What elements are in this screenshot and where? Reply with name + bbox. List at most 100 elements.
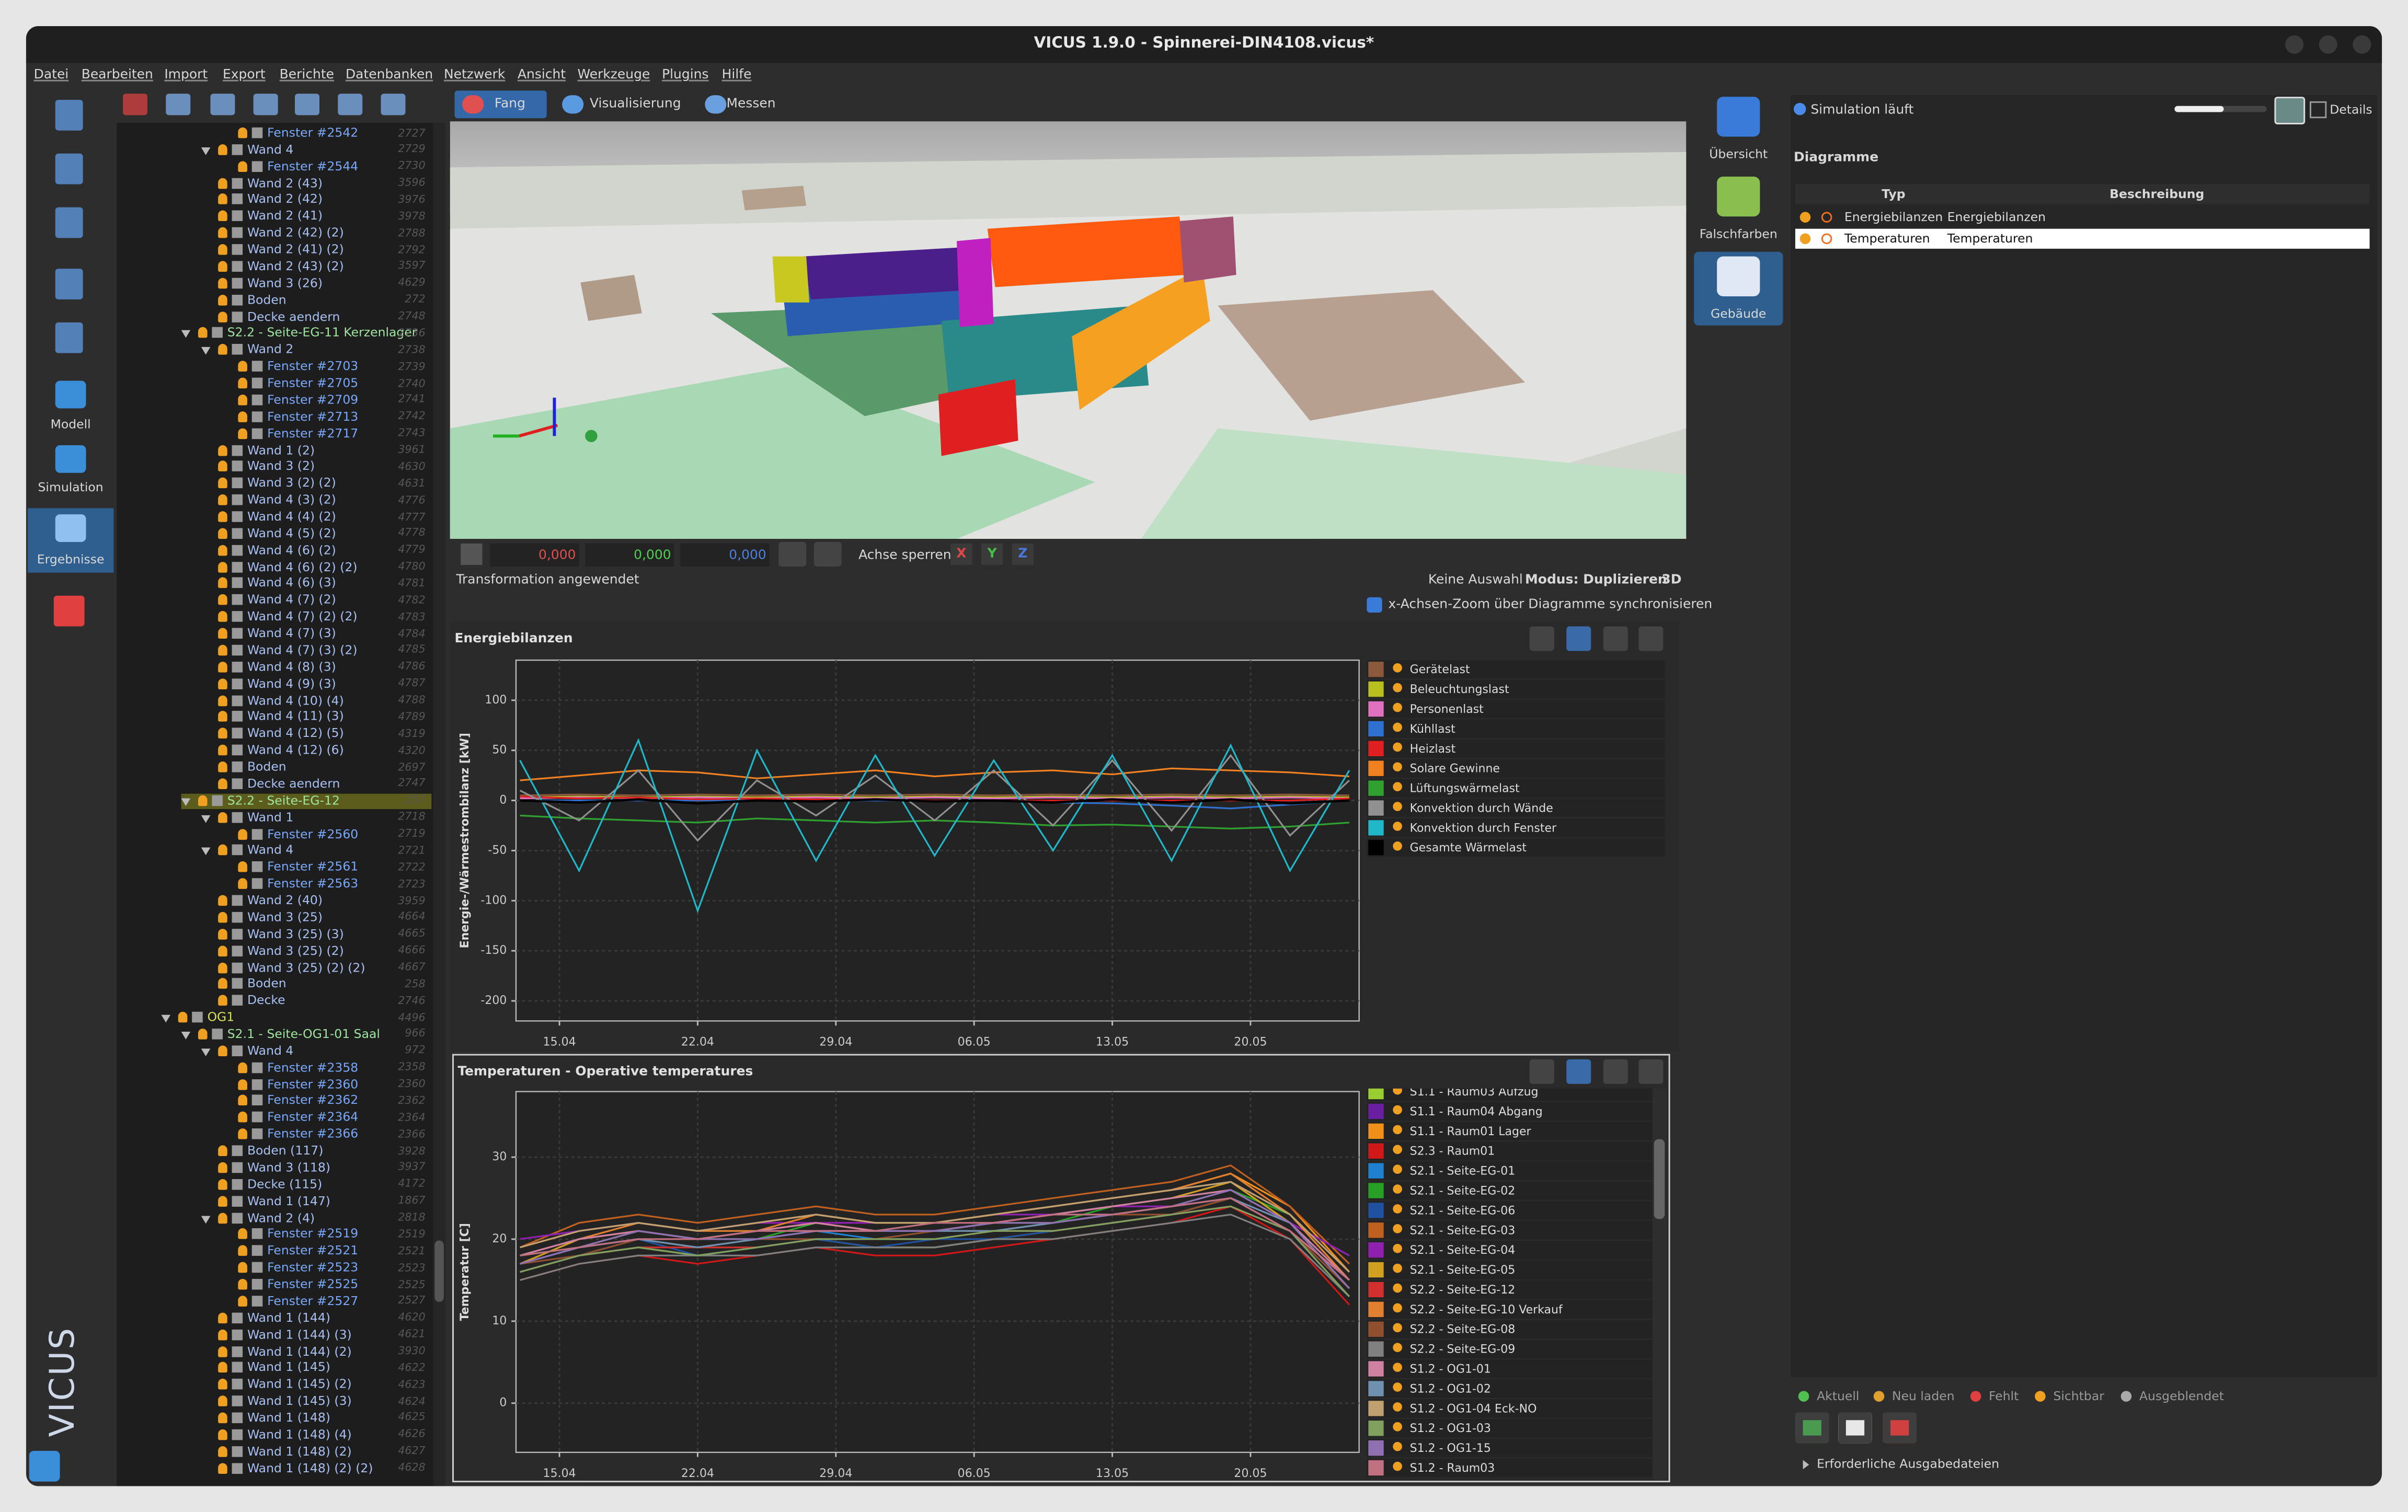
tree-checkbox[interactable] [232, 661, 243, 673]
tree-visibility[interactable] [218, 478, 227, 489]
tree-visibility[interactable] [218, 1345, 227, 1357]
tree-checkbox[interactable] [232, 1362, 243, 1374]
tree-visibility[interactable] [218, 845, 227, 856]
tree-checkbox[interactable] [232, 711, 243, 722]
tool-icon[interactable] [813, 541, 842, 567]
row-icon[interactable] [1799, 212, 1811, 223]
tree-label[interactable]: Wand 1 (145) (3) [247, 1394, 352, 1409]
tree-visibility[interactable] [218, 711, 227, 722]
outputs-label[interactable]: Erforderliche Ausgabedateien [1817, 1457, 2000, 1471]
tree-expander[interactable] [201, 1048, 211, 1056]
tree-label[interactable]: Fenster #2360 [267, 1077, 359, 1091]
table-cell[interactable]: Temperaturen [1844, 232, 1930, 246]
tree-visibility[interactable] [218, 962, 227, 973]
tree-visibility[interactable] [218, 294, 227, 305]
tree-visibility[interactable] [238, 1078, 247, 1090]
tree-visibility[interactable] [238, 1128, 247, 1140]
action-button[interactable] [1838, 1412, 1872, 1444]
tree-label[interactable]: Wand 2 (43) (2) [247, 259, 344, 273]
tree-label[interactable]: Wand 1 (144) (2) [247, 1344, 352, 1358]
menu-item[interactable]: Netzwerk [443, 67, 506, 83]
tree-visibility[interactable] [218, 227, 227, 238]
tree-label[interactable]: Wand 4 [247, 142, 294, 157]
tree-label[interactable]: Wand 4 (9) (3) [247, 676, 336, 691]
tree-visibility[interactable] [218, 1212, 227, 1223]
tree-label[interactable]: Wand 4 (12) (6) [247, 743, 344, 757]
tree-label[interactable]: Fenster #2561 [267, 860, 359, 874]
tree-visibility[interactable] [218, 628, 227, 639]
tree-label[interactable]: Wand 3 (2) (2) [247, 476, 336, 490]
tree-checkbox[interactable] [232, 1212, 243, 1223]
tree-checkbox[interactable] [232, 995, 243, 1006]
tree-checkbox[interactable] [251, 377, 263, 389]
tree-checkbox[interactable] [232, 144, 243, 155]
tree-checkbox[interactable] [232, 478, 243, 489]
tree-visibility[interactable] [218, 561, 227, 572]
tree-checkbox[interactable] [232, 194, 243, 205]
view-icon[interactable] [1717, 176, 1760, 217]
tree-checkbox[interactable] [232, 311, 243, 322]
tree-visibility[interactable] [238, 411, 247, 422]
tree-label[interactable]: Wand 4 (8) (3) [247, 660, 336, 674]
axis-lock-button[interactable] [950, 543, 972, 565]
tree-checkbox[interactable] [251, 878, 263, 890]
tree-label[interactable]: Boden [247, 760, 286, 774]
tree-label[interactable]: Decke [247, 994, 285, 1008]
coord-value[interactable]: 0,000 [538, 548, 576, 564]
tree-label[interactable]: Wand 3 (25) (2) [247, 943, 344, 957]
tree-label[interactable]: Fenster #2527 [267, 1294, 359, 1308]
sync-label[interactable]: x-Achsen-Zoom über Diagramme synchronisi… [1388, 597, 1713, 613]
tree-label[interactable]: Wand 4 (5) (2) [247, 526, 336, 540]
tree-visibility[interactable] [218, 1145, 227, 1157]
tree-visibility[interactable] [218, 1162, 227, 1173]
tree-label[interactable]: Wand 4 (11) (3) [247, 710, 344, 724]
tree-visibility[interactable] [218, 945, 227, 956]
tree-checkbox[interactable] [232, 528, 243, 539]
tree-checkbox[interactable] [232, 761, 243, 772]
tree-visibility[interactable] [238, 1245, 247, 1256]
tree-checkbox[interactable] [232, 778, 243, 789]
view-icon[interactable] [1717, 97, 1760, 137]
menu-item[interactable]: Plugins [662, 67, 709, 83]
menu-item[interactable]: Import [164, 67, 208, 83]
tree-label[interactable]: Wand 4 (6) (2) [247, 543, 336, 557]
action-button[interactable] [1883, 1412, 1917, 1444]
action-button[interactable] [1795, 1412, 1829, 1444]
window-button[interactable] [2285, 35, 2304, 54]
tree-checkbox[interactable] [251, 828, 263, 839]
tree-visibility[interactable] [218, 444, 227, 456]
tree-label[interactable]: Wand 1 (147) [247, 1194, 330, 1208]
tree-checkbox[interactable] [232, 1312, 243, 1323]
tree-label[interactable]: Wand 1 (148) (4) [247, 1427, 352, 1441]
coord-field[interactable] [680, 543, 770, 567]
outputs-expander[interactable] [1803, 1460, 1809, 1470]
tree-label[interactable]: S2.2 - Seite-EG-11 Kerzenlager [227, 326, 417, 340]
tree-label[interactable]: Wand 1 (145) [247, 1360, 330, 1375]
details-checkbox[interactable] [2310, 101, 2327, 119]
tree-visibility[interactable] [238, 428, 247, 439]
tree-visibility[interactable] [218, 778, 227, 789]
tree-checkbox[interactable] [251, 160, 263, 172]
tree-visibility[interactable] [238, 1229, 247, 1240]
tree-visibility[interactable] [218, 1429, 227, 1440]
tree-visibility[interactable] [218, 511, 227, 522]
tree-checkbox[interactable] [232, 594, 243, 606]
tree-label[interactable]: Wand 3 (25) [247, 910, 323, 925]
tree-label[interactable]: Wand 1 (148) [247, 1411, 330, 1425]
tree-checkbox[interactable] [232, 945, 243, 956]
tree-label[interactable]: Fenster #2358 [267, 1060, 359, 1075]
tree-checkbox[interactable] [232, 344, 243, 355]
tree-checkbox[interactable] [232, 261, 243, 272]
tree-label[interactable]: Wand 2 (41) (2) [247, 243, 344, 257]
tree-checkbox[interactable] [232, 611, 243, 622]
menu-item[interactable]: Werkzeuge [577, 67, 650, 83]
tree-visibility[interactable] [218, 1312, 227, 1323]
axis-lock-text[interactable]: X [956, 546, 967, 562]
tree-checkbox[interactable] [232, 461, 243, 472]
tree-checkbox[interactable] [232, 811, 243, 823]
menu-item[interactable]: Datenbanken [345, 67, 433, 83]
table-row[interactable] [1795, 228, 2370, 249]
tree-visibility[interactable] [218, 461, 227, 472]
tree-tool[interactable] [295, 94, 319, 116]
tree-checkbox[interactable] [251, 361, 263, 372]
